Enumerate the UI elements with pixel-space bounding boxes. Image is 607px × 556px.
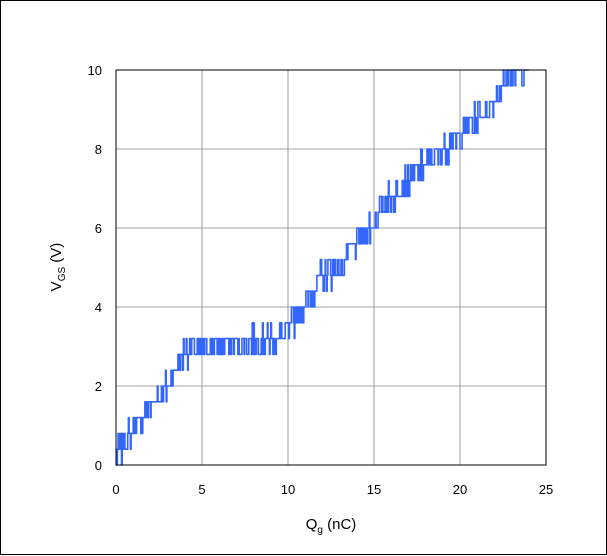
- y-tick-label: 6: [95, 221, 102, 236]
- x-tick-label: 10: [281, 482, 295, 497]
- y-tick-label: 10: [88, 63, 102, 78]
- y-tick-label: 4: [95, 300, 102, 315]
- x-tick-label: 25: [539, 482, 553, 497]
- x-axis-label: Qg (nC): [306, 516, 357, 536]
- x-tick-label: 0: [112, 482, 119, 497]
- y-tick-label: 0: [95, 458, 102, 473]
- y-tick-label: 8: [95, 142, 102, 157]
- series-line-vgs: [115, 69, 529, 466]
- y-axis-label: VGS (V): [48, 243, 68, 292]
- y-tick-label: 2: [95, 379, 102, 394]
- x-axis-label-main: Q: [306, 516, 318, 533]
- plot-border: [115, 69, 547, 466]
- x-tick-label: 20: [453, 482, 467, 497]
- x-axis-label-sub: g: [317, 525, 323, 536]
- y-axis-label-main: V: [48, 281, 65, 291]
- y-tick-labels: 0 2 4 6 8 10: [88, 63, 102, 473]
- y-axis-label-unit: (V): [48, 243, 65, 267]
- x-tick-label: 5: [198, 482, 205, 497]
- y-axis-label-sub: GS: [57, 267, 68, 282]
- x-tick-label: 15: [367, 482, 381, 497]
- x-axis-label-unit: (nC): [323, 516, 356, 533]
- x-tick-labels: 0 5 10 15 20 25: [112, 482, 553, 497]
